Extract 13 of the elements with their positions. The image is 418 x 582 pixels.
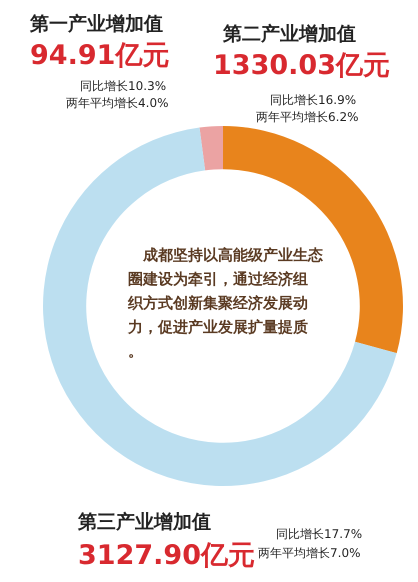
data-label: 94.91亿元 (30, 40, 170, 71)
slice-label: 第一产业增加值 (29, 13, 163, 35)
text: 两年平均增长6.2% (256, 110, 358, 124)
slice-label: 第三产业增加值 (77, 511, 211, 533)
text: 同比增长17.7% (276, 527, 362, 541)
data-label: 1330.03亿元 (213, 50, 390, 81)
text: 同比增长10.3% (80, 79, 166, 93)
text: 成都坚持以高能级产业生态圈建设为牵引，通过经济组织方式创新集聚经济发展动力，促进产业发展扩量提质。 (127, 246, 323, 360)
text: 同比增长16.9% (270, 93, 356, 107)
text: 两年平均增长7.0% (258, 546, 360, 560)
slice-label: 第二产业增加值 (222, 23, 356, 45)
data-label: 3127.90亿元 (78, 540, 255, 571)
text: 两年平均增长4.0% (66, 96, 168, 110)
